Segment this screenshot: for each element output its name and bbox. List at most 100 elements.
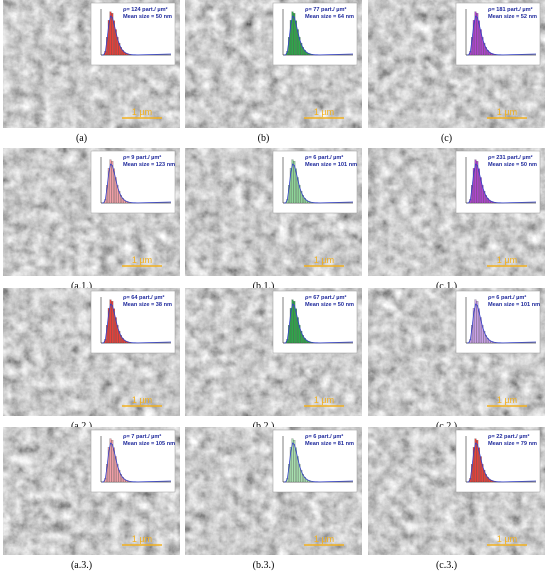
scale-label: 1 µm bbox=[497, 107, 517, 117]
density-text: ρ= 231 part./ µm² bbox=[488, 154, 533, 161]
fit-curve bbox=[101, 15, 172, 56]
fit-curve bbox=[283, 442, 354, 483]
histogram-bar bbox=[114, 177, 117, 204]
mean-size-text: Mean size = 101 nm bbox=[488, 302, 540, 308]
histogram-bar bbox=[107, 308, 110, 344]
density-text: ρ= 6 part./ µm² bbox=[305, 154, 343, 161]
mean-size-text: Mean size = 105 nm bbox=[123, 441, 175, 447]
mean-size-text: Mean size = 38 nm bbox=[123, 302, 172, 308]
panel-label: (b.3.) bbox=[253, 560, 275, 571]
panel-label: (a.2.) bbox=[71, 421, 92, 432]
histogram-bar bbox=[111, 301, 114, 344]
histogram-bar bbox=[109, 299, 112, 344]
histogram-bar bbox=[472, 20, 475, 56]
histogram-bar bbox=[291, 11, 294, 56]
histogram-bar bbox=[289, 447, 292, 483]
histogram-bar bbox=[289, 308, 292, 344]
density-text: ρ= 6 part./ µm² bbox=[305, 433, 343, 440]
panel-label: (c.1.) bbox=[436, 281, 457, 292]
panel-label: (b.1.) bbox=[253, 281, 275, 292]
histogram-bar bbox=[296, 456, 299, 483]
fit-curve bbox=[466, 15, 537, 56]
panel-label: (b) bbox=[258, 133, 270, 144]
mean-size-text: Mean size = 64 nm bbox=[305, 14, 354, 20]
panel-label: (a.3.) bbox=[71, 560, 92, 571]
mean-size-text: Mean size = 123 nm bbox=[123, 162, 175, 168]
fit-curve bbox=[283, 163, 354, 204]
density-text: ρ= 67 part./ µm² bbox=[305, 294, 346, 301]
histogram-bar bbox=[293, 161, 296, 204]
fit-curve bbox=[466, 442, 537, 483]
histogram-bar bbox=[476, 161, 479, 204]
scale-label: 1 µm bbox=[314, 395, 334, 405]
histogram-bar bbox=[114, 29, 117, 56]
panel-label: (a.1.) bbox=[71, 281, 92, 292]
fit-curve bbox=[283, 15, 354, 56]
fit-curve bbox=[101, 163, 172, 204]
density-text: ρ= 64 part./ µm² bbox=[123, 294, 164, 301]
histogram-bar bbox=[291, 438, 294, 483]
histogram-bar bbox=[293, 301, 296, 344]
histogram-bar bbox=[107, 168, 110, 204]
panel-label: (a) bbox=[76, 133, 87, 144]
density-text: ρ= 181 part./ µm² bbox=[488, 6, 533, 13]
histogram-bar bbox=[476, 13, 479, 56]
scale-label: 1 µm bbox=[314, 255, 334, 265]
histogram-bar bbox=[111, 161, 114, 204]
histogram-bar bbox=[479, 177, 482, 204]
histogram-bar bbox=[474, 11, 477, 56]
histogram-bar bbox=[109, 159, 112, 204]
histogram-bar bbox=[113, 447, 115, 483]
histogram-bar bbox=[289, 20, 292, 56]
histogram-bar bbox=[479, 317, 482, 344]
mean-size-text: Mean size = 81 nm bbox=[305, 441, 354, 447]
histogram-bar bbox=[291, 159, 294, 204]
histogram-bar bbox=[472, 308, 475, 344]
fit-curve bbox=[101, 442, 172, 483]
histogram-bar bbox=[476, 301, 479, 344]
fit-curve bbox=[101, 303, 172, 344]
panel-label: (b.2.) bbox=[253, 421, 275, 432]
density-text: ρ= 7 part./ µm² bbox=[123, 433, 161, 440]
histogram-bar bbox=[113, 20, 115, 56]
scale-label: 1 µm bbox=[314, 534, 334, 544]
histogram-bar bbox=[109, 11, 112, 56]
histogram-bar bbox=[472, 447, 475, 483]
histogram-bar bbox=[478, 308, 480, 344]
histogram-bar bbox=[479, 29, 482, 56]
histogram-bar bbox=[293, 440, 296, 483]
scale-label: 1 µm bbox=[314, 107, 334, 117]
density-text: ρ= 6 part./ µm² bbox=[488, 294, 526, 301]
histogram-bar bbox=[295, 168, 297, 204]
histogram-bar bbox=[289, 168, 292, 204]
histogram-bar bbox=[111, 440, 114, 483]
histogram-bar bbox=[109, 438, 112, 483]
mean-size-text: Mean size = 101 nm bbox=[305, 162, 357, 168]
fit-curve bbox=[466, 163, 537, 204]
histogram-bar bbox=[478, 20, 480, 56]
fit-curve bbox=[283, 303, 354, 344]
histogram-bar bbox=[114, 317, 117, 344]
scale-label: 1 µm bbox=[132, 395, 152, 405]
histogram-bar bbox=[291, 299, 294, 344]
density-text: ρ= 22 part./ µm² bbox=[488, 433, 529, 440]
mean-size-text: Mean size = 50 nm bbox=[123, 14, 172, 20]
histogram-bar bbox=[296, 177, 299, 204]
histogram-bar bbox=[111, 13, 114, 56]
scale-label: 1 µm bbox=[497, 534, 517, 544]
mean-size-text: Mean size = 50 nm bbox=[305, 302, 354, 308]
histogram-bar bbox=[295, 20, 297, 56]
scale-label: 1 µm bbox=[497, 255, 517, 265]
panel-label: (c) bbox=[441, 133, 452, 144]
density-text: ρ= 77 part./ µm² bbox=[305, 6, 346, 13]
panel-label: (c.3.) bbox=[436, 560, 457, 571]
